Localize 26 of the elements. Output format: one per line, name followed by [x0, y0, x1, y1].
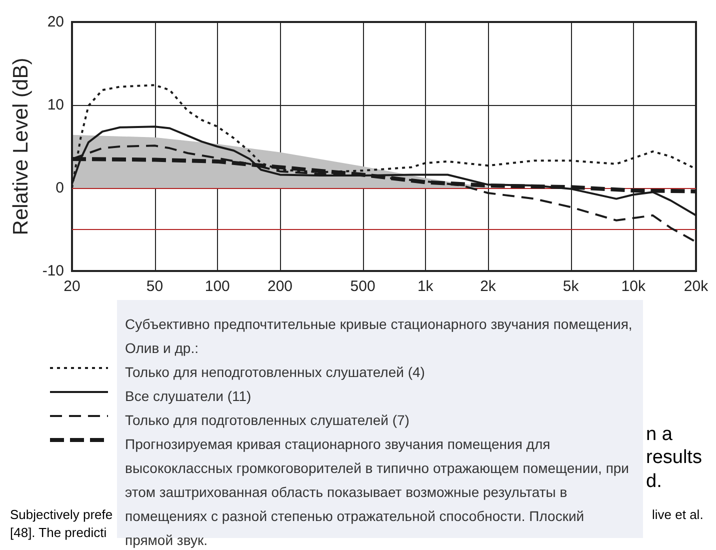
x-tick-label: 50 [146, 278, 164, 295]
text: [48]. The predicti [10, 525, 107, 540]
x-tick-label: 200 [267, 278, 293, 295]
x-tick-label: 5k [562, 278, 580, 295]
text: live et al. [652, 507, 704, 522]
x-tick-label: 100 [204, 278, 230, 295]
y-tick-label: 10 [47, 96, 64, 114]
y-tick-label: 20 [47, 14, 64, 30]
text: Subjectively prefe [10, 507, 113, 522]
y-tick-label: 0 [56, 180, 64, 196]
x-tick-label: 10k [621, 278, 646, 295]
legend-label: Только для подготовленных слушателей (7) [125, 412, 410, 428]
y-tick-label: -10 [42, 262, 64, 280]
x-tick-label: 500 [350, 278, 376, 295]
legend-label: Прогнозируемая кривая стационарного звучания помещения для высококлассных громкоговорителей в типично отражающем помещении, при этом заштрихованная область показывает возможные результаты в помещениях с разной степенью отражательной способности. Плоский прямой звук. [125, 436, 630, 548]
legend-label: Только для неподготовленных слушателей (4) [125, 364, 425, 380]
text: results [646, 447, 702, 468]
x-tick-label: 20k [684, 278, 709, 295]
legend-title: Субъективно предпочтительные кривые стационарного звучания помещения, Олив и др.: [125, 316, 632, 356]
x-tick-label: 2k [480, 278, 496, 295]
text: n a [646, 424, 673, 445]
y-axis-title: Relative Level (dB) [9, 58, 32, 236]
legend-label: Все слушатели (11) [125, 388, 252, 404]
x-tick-label: 1k [417, 278, 434, 295]
x-tick-label: 20 [64, 278, 80, 295]
text: d. [646, 471, 662, 492]
